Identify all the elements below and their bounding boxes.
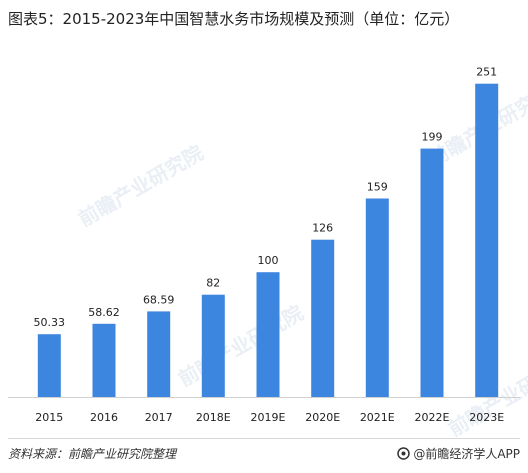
value-label-2020E: 126 <box>312 222 333 235</box>
x-tick-label-2020E: 2020E <box>305 411 340 424</box>
chart-title: 图表5：2015-2023年中国智慧水务市场规模及预测（单位：亿元） <box>8 10 460 28</box>
value-label-2017: 68.59 <box>143 293 175 306</box>
footer-divider <box>8 438 520 439</box>
source-note: 资料来源：前瞻产业研究院整理 <box>8 447 177 461</box>
x-tick-label-2022E: 2022E <box>415 411 450 424</box>
bar-2017 <box>147 311 171 397</box>
bar-2016 <box>92 323 116 397</box>
x-tick-label-2015: 2015 <box>35 411 63 424</box>
x-tick-label-2019E: 2019E <box>251 411 286 424</box>
x-tick-label-2021E: 2021E <box>360 411 395 424</box>
x-tick-label-2016: 2016 <box>90 411 118 424</box>
bar-2021E <box>365 198 389 397</box>
value-label-2015: 50.33 <box>34 316 66 329</box>
value-label-2016: 58.62 <box>88 306 120 319</box>
bar-2022E <box>420 148 444 397</box>
value-label-2021E: 159 <box>367 181 388 194</box>
x-tick-label-2018E: 2018E <box>196 411 231 424</box>
bar-2020E <box>311 239 335 397</box>
bar-2019E <box>256 272 280 397</box>
value-label-2023E: 251 <box>476 66 497 79</box>
bar-2015 <box>37 334 61 397</box>
bar-2018E <box>201 294 225 397</box>
bar-2023E <box>475 83 499 397</box>
x-tick-label-2017: 2017 <box>145 411 173 424</box>
brand-logo-icon <box>397 447 411 460</box>
value-label-2019E: 100 <box>258 254 279 267</box>
x-tick-label-2023E: 2023E <box>469 411 504 424</box>
value-label-2022E: 199 <box>422 131 443 144</box>
brand-credit: @前瞻经济学人APP <box>397 445 520 462</box>
brand-label: @前瞻经济学人APP <box>413 447 520 461</box>
value-label-2018E: 82 <box>206 277 220 290</box>
